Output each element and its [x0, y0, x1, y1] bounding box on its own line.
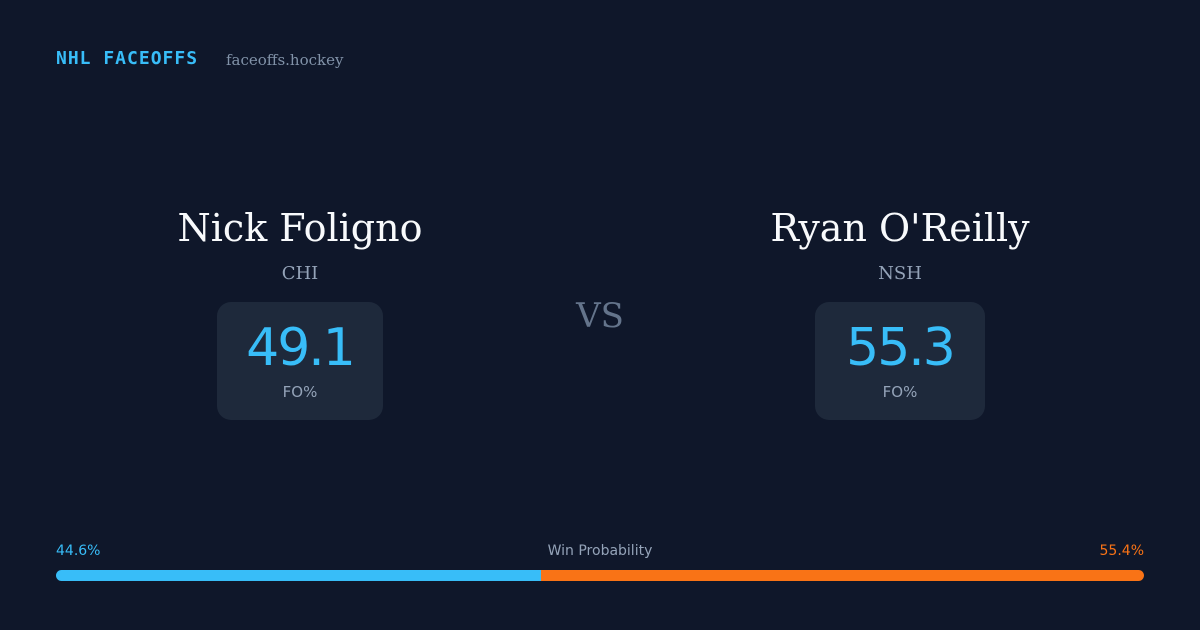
stat-card: 55.3 FO%: [815, 302, 985, 420]
brand: NHL FACEOFFS: [56, 48, 199, 69]
left-segment: [56, 570, 542, 581]
stat-card: 49.1 FO%: [217, 302, 383, 420]
right-segment: [541, 570, 1144, 581]
right-probability: 55.4%: [1099, 543, 1144, 559]
site-url: faceoffs.hockey: [226, 51, 344, 69]
left-probability: 44.6%: [56, 543, 101, 559]
versus: VS: [576, 296, 624, 336]
stat-label: FO%: [882, 383, 918, 401]
player-team: NSH: [878, 263, 922, 284]
stat-value: 55.3: [846, 318, 956, 378]
stat-value: 49.1: [246, 318, 356, 378]
win-probability-label: Win Probability: [547, 543, 653, 559]
player-name: Nick Foligno: [177, 206, 423, 250]
probability-bar: [56, 570, 1144, 581]
stat-label: FO%: [282, 383, 318, 401]
player-team: CHI: [281, 263, 319, 284]
player-name: Ryan O'Reilly: [770, 206, 1030, 250]
